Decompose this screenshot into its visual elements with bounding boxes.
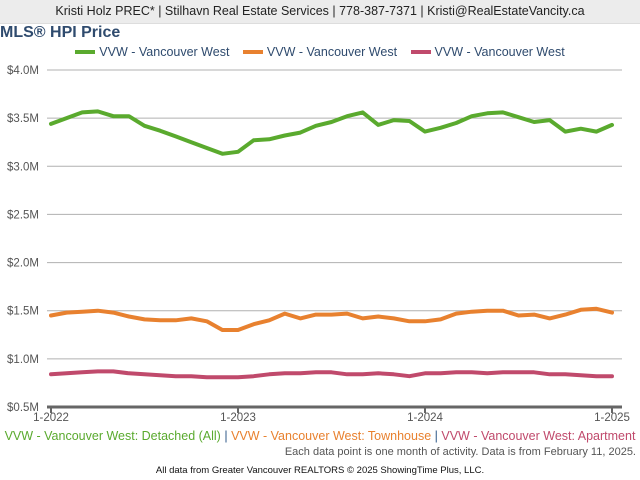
legend-label: VVW - Vancouver West [266, 45, 398, 59]
x-tick-label: 1-2023 [220, 412, 256, 424]
y-tick-label: $1.5M [7, 306, 39, 318]
caption-detached: VVW - Vancouver West: Detached (All) [4, 429, 221, 443]
data-note: Each data point is one month of activity… [284, 446, 636, 458]
x-tick-label: 1-2025 [594, 412, 630, 424]
legend-swatch-apartment [410, 49, 431, 54]
y-tick-label: $4.0M [7, 65, 39, 77]
legend: VVW - Vancouver West VVW - Vancouver Wes… [0, 45, 640, 59]
chart-title: MLS® HPI Price [0, 24, 121, 41]
caption-townhouse: VVW - Vancouver West: Townhouse [231, 429, 432, 443]
series-line-apartment [49, 369, 614, 380]
y-tick-label: $2.5M [7, 209, 39, 221]
legend-item-detached[interactable]: VVW - Vancouver West [75, 45, 229, 59]
x-tick-label: 1-2022 [33, 412, 69, 424]
y-tick-label: $3.0M [7, 161, 39, 173]
caption-separator: | [434, 429, 438, 443]
legend-swatch-detached [75, 49, 96, 54]
legend-label: VVW - Vancouver West [434, 45, 565, 59]
contact-text: Kristi Holz PREC* | Stilhavn Real Estate… [55, 4, 585, 18]
caption-separator: | [224, 429, 228, 443]
y-tick-label: $3.5M [7, 113, 39, 125]
contact-header: Kristi Holz PREC* | Stilhavn Real Estate… [0, 0, 640, 24]
legend-item-townhouse[interactable]: VVW - Vancouver West [242, 45, 398, 59]
series-line-townhouse [49, 306, 614, 332]
y-tick-label: $1.0M [7, 354, 39, 366]
x-tick-label: 1-2024 [407, 412, 443, 424]
series-line-detached [49, 109, 614, 156]
y-tick-label: $0.5M [7, 402, 39, 414]
series-caption: VVW - Vancouver West: Detached (All) | V… [0, 429, 640, 443]
legend-swatch-townhouse [242, 49, 263, 54]
y-tick-label: $2.0M [7, 258, 39, 270]
caption-apartment: VVW - Vancouver West: Apartment [441, 429, 636, 443]
legend-item-apartment[interactable]: VVW - Vancouver West [410, 45, 565, 59]
source-note: All data from Greater Vancouver REALTORS… [155, 465, 485, 476]
legend-label: VVW - Vancouver West [99, 45, 230, 59]
